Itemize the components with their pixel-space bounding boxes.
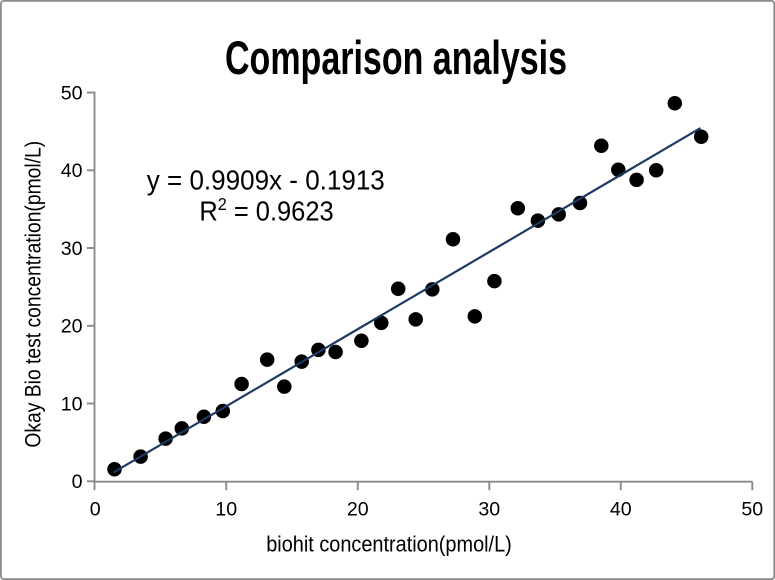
svg-text:50: 50 [741, 499, 763, 521]
svg-text:40: 40 [61, 160, 83, 182]
svg-text:30: 30 [478, 499, 500, 521]
svg-text:0: 0 [72, 471, 83, 493]
svg-text:30: 30 [61, 238, 83, 260]
svg-text:20: 20 [61, 316, 83, 338]
svg-text:biohit concentration(pmol/L): biohit concentration(pmol/L) [266, 533, 512, 557]
svg-text:Comparison analysis: Comparison analysis [225, 31, 567, 84]
svg-text:y = 0.9909x - 0.1913: y = 0.9909x - 0.1913 [147, 165, 385, 196]
svg-text:0: 0 [90, 499, 101, 521]
svg-text:Okay Bio test concentration(pm: Okay Bio test concentration(pmol/L) [22, 141, 46, 448]
svg-text:50: 50 [61, 82, 83, 104]
svg-text:20: 20 [347, 499, 369, 521]
svg-text:10: 10 [215, 499, 237, 521]
svg-text:40: 40 [610, 499, 632, 521]
svg-text:10: 10 [61, 393, 83, 415]
